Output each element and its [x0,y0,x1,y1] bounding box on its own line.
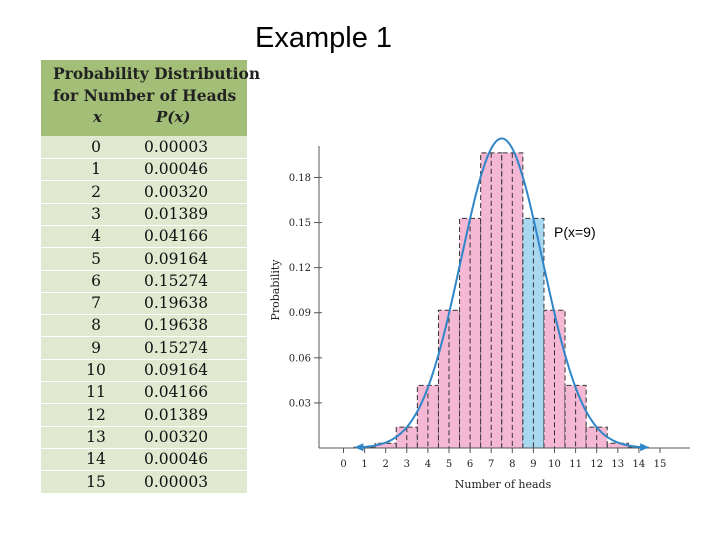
x-tick-label: 10 [548,459,561,470]
x-tick-label: 14 [633,459,646,470]
x-tick-label: 11 [569,459,582,470]
probability-table: Probability Distribution for Number of H… [41,60,260,494]
table-row: 12 0.01389 [41,404,247,427]
cell-probability: 0.15274 [144,271,209,290]
table-row: 7 0.19638 [41,292,247,316]
table-row: 6 0.15274 [41,270,247,293]
table-row: 11 0.04166 [41,381,247,405]
cell-x: 15 [86,472,106,491]
cell-x: 14 [86,450,106,469]
table-row: 5 0.09164 [41,248,247,271]
cell-x: 10 [86,361,106,379]
cell-probability: 0.15274 [144,338,209,357]
table-row: 15 0.00003 [41,471,247,494]
cell-x: 6 [91,271,101,290]
x-tick-label: 9 [530,459,536,470]
table-row: 13 0.00320 [41,426,247,449]
cell-probability: 0.04166 [144,383,209,402]
table-header: Probability Distribution for Number of H… [41,60,260,136]
column-header-px: P(x) [156,108,191,126]
cell-probability: 0.00320 [144,182,209,201]
callout-label: P(x=9) [552,224,598,240]
cell-probability: 0.01389 [144,204,209,223]
cell-probability: 0.00046 [144,450,209,469]
x-tick-label: 2 [383,459,389,470]
y-tick-label: 0.15 [289,218,311,229]
cell-x: 3 [91,204,101,223]
y-tick-label: 0.03 [289,398,311,409]
table-row: 8 0.19638 [41,314,247,338]
cell-x: 5 [91,249,101,268]
y-tick-label: 0.09 [289,308,311,319]
x-tick-label: 4 [425,459,431,470]
cell-x: 0 [91,138,101,156]
table-row: 10 0.09164 [41,359,247,382]
cell-probability: 0.04166 [144,227,209,246]
cell-probability: 0.00046 [144,160,209,179]
x-tick-label: 13 [611,459,624,470]
cell-x: 7 [91,294,101,313]
column-header-x: x [93,108,102,126]
cell-x: 1 [91,160,101,179]
y-tick-label: 0.18 [289,173,311,184]
cell-probability: 0.00003 [144,138,209,156]
cell-x: 11 [86,383,106,402]
curve-arrow-left [354,443,364,452]
cell-probability: 0.01389 [144,405,209,424]
x-tick-label: 8 [509,459,515,470]
cell-x: 13 [86,427,106,446]
x-axis-label: Number of heads [455,478,552,491]
table-row: 1 0.00046 [41,158,247,182]
cell-probability: 0.09164 [144,361,209,379]
cell-x: 12 [86,405,106,424]
normal-curve [360,137,644,449]
cell-probability: 0.00320 [144,427,209,446]
cell-x: 2 [91,182,101,201]
cell-probability: 0.09164 [144,249,209,268]
table-row: 14 0.00046 [41,448,247,472]
y-axis-label: Probability [269,259,282,321]
table-row: 9 0.15274 [41,337,247,360]
y-tick-label: 0.12 [289,263,311,274]
histogram-bar [607,443,629,448]
table-row: 4 0.04166 [41,225,247,249]
cell-x: 8 [91,316,101,335]
cell-x: 9 [91,338,101,357]
cell-probability: 0.19638 [144,294,209,313]
table-title-line1: Probability Distribution [53,64,261,83]
x-tick-label: 15 [654,459,667,470]
table-row: 3 0.01389 [41,203,247,226]
table-row: 0 0.00003 [41,136,247,159]
x-tick-label: 1 [361,459,367,470]
cell-x: 4 [91,227,101,246]
cell-probability: 0.00003 [144,472,209,491]
histogram-bar [375,443,397,448]
x-tick-label: 5 [446,459,452,470]
cell-probability: 0.19638 [144,316,209,335]
table-body: 0 0.00003 1 0.00046 2 0.00320 3 0.01389 4 0.04166… [41,136,247,494]
table-title-line2: for Number of Heads [53,86,237,105]
y-tick-label: 0.06 [289,353,311,364]
x-tick-label: 6 [467,459,473,470]
x-tick-label: 3 [404,459,410,470]
x-tick-label: 7 [488,459,494,470]
curve-arrow-right [640,443,650,452]
table-row: 2 0.00320 [41,181,247,204]
x-tick-label: 12 [590,459,603,470]
x-tick-label: 0 [340,459,346,470]
slide-title: Example 1 [255,22,393,54]
